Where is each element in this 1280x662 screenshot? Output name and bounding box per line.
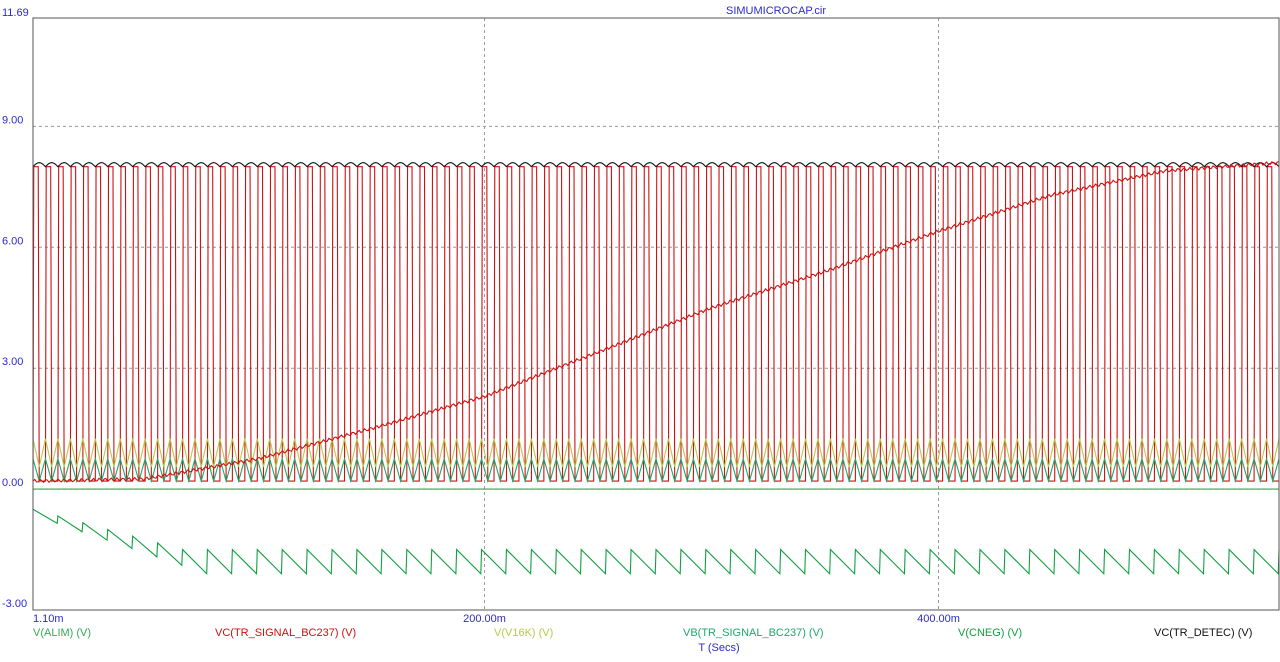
- series-line: [32, 508, 1280, 576]
- y-tick-label: 9.00: [2, 114, 23, 126]
- legend-entry: V(ALIM) (V): [33, 627, 91, 639]
- legend-entry: VB(TR_SIGNAL_BC237) (V): [683, 627, 824, 639]
- legend-entry: V(CNEG) (V): [958, 627, 1022, 639]
- plot-frame: [32, 17, 1280, 611]
- legend: V(ALIM) (V) VC(TR_SIGNAL_BC237) (V) V(V16K…: [33, 627, 1252, 639]
- y-tick-label: 11.69: [2, 7, 29, 19]
- y-tick-label: 6.00: [2, 235, 23, 247]
- series-line: [32, 166, 1279, 482]
- legend-entry: VC(TR_SIGNAL_BC237) (V): [215, 627, 356, 639]
- y-tick-label: 0.00: [2, 477, 23, 489]
- chart-title: SIMUMICROCAP.cir: [726, 5, 826, 17]
- plot-border: [32, 17, 1280, 611]
- series-layer: [32, 161, 1280, 576]
- series-line: [32, 162, 1280, 168]
- legend-entry: VC(TR_DETEC) (V): [1154, 627, 1252, 639]
- series-line: [32, 456, 1280, 484]
- y-tick-label: 3.00: [2, 356, 23, 368]
- series-line: [32, 438, 1280, 468]
- x-tick-label: 400.00m: [917, 613, 960, 625]
- x-axis-label: T (Secs): [698, 642, 739, 654]
- x-tick-label: 200.00m: [463, 613, 506, 625]
- y-tick-label: -3.00: [2, 598, 27, 610]
- x-tick-label: 1.10m: [33, 613, 64, 625]
- legend-entry: V(V16K) (V): [494, 627, 553, 639]
- series-line: [32, 161, 1280, 484]
- x-axis-ticks: 1.10m 200.00m 400.00m: [33, 613, 960, 625]
- y-axis-ticks: 11.69 9.00 6.00 3.00 0.00 -3.00: [2, 7, 29, 610]
